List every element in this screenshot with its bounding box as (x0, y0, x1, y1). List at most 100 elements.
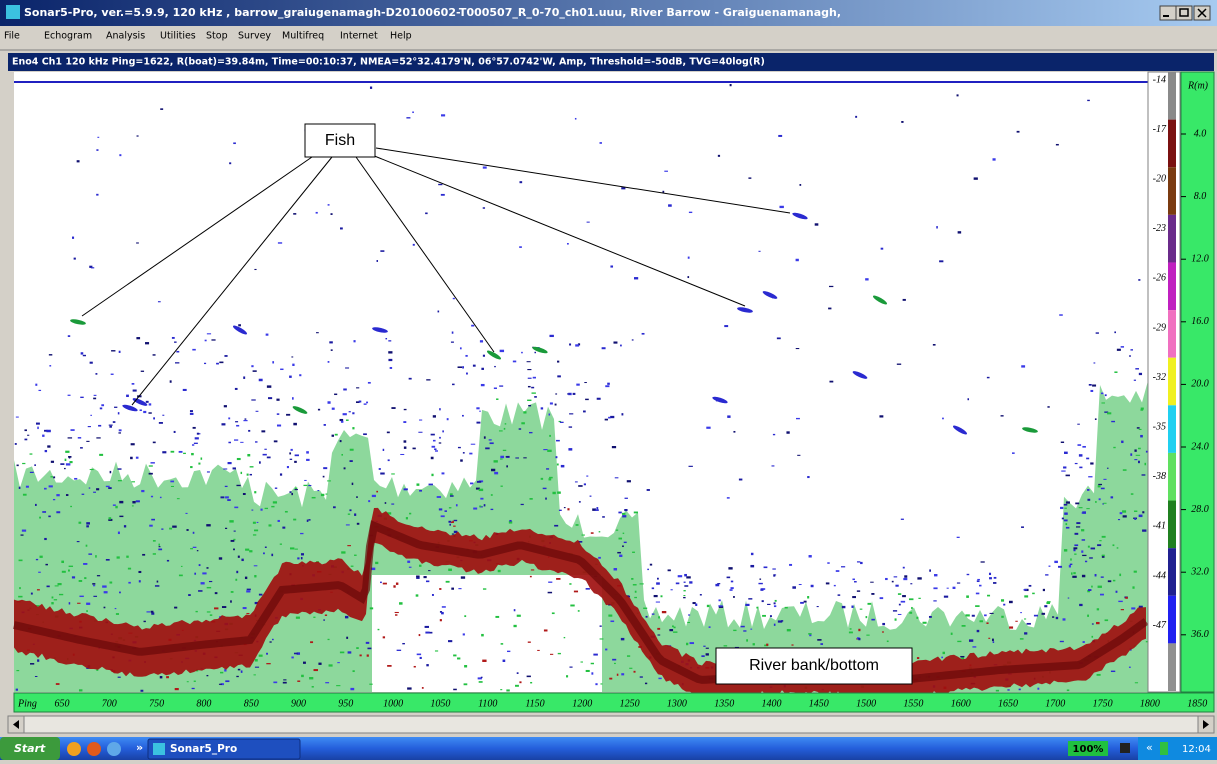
echo-speckle (110, 471, 112, 473)
echo-speckle (57, 583, 61, 585)
echo-speckle (1139, 429, 1142, 430)
ping-tick-label: 1700 (1045, 698, 1065, 709)
echo-speckle (245, 418, 247, 419)
echo-speckle (387, 665, 391, 667)
echo-speckle (391, 407, 395, 409)
echo-speckle (777, 337, 781, 339)
echo-speckle (150, 462, 154, 463)
ping-tick-label: 1550 (903, 698, 923, 709)
echo-speckle (24, 429, 26, 431)
quick-launch-chevron[interactable]: » (136, 741, 143, 754)
minimize-button[interactable] (1160, 6, 1176, 20)
echo-speckle (431, 434, 435, 436)
echo-speckle (452, 331, 454, 333)
echo-speckle (549, 477, 553, 479)
scroll-bar[interactable] (8, 716, 1214, 733)
echo-speckle (555, 456, 557, 458)
menu-item[interactable]: Survey (238, 31, 271, 42)
echo-speckle (796, 259, 799, 261)
task-label: Sonar5_Pro (170, 743, 237, 755)
echo-speckle (160, 108, 163, 110)
echo-speckle (303, 485, 307, 486)
echo-speckle (809, 635, 811, 637)
echo-speckle (903, 578, 907, 580)
echo-speckle (42, 435, 44, 437)
quick-launch-icon[interactable] (107, 742, 121, 756)
echo-speckle (393, 585, 395, 587)
echo-speckle (68, 335, 70, 337)
echo-speckle (34, 464, 36, 466)
echo-speckle (567, 508, 569, 510)
echo-speckle (521, 504, 524, 505)
echo-speckle (255, 659, 258, 661)
echo-speckle (433, 415, 436, 417)
menu-item[interactable]: Stop (206, 31, 228, 42)
echo-speckle (83, 563, 87, 565)
echo-speckle (307, 520, 309, 522)
echo-speckle (1082, 555, 1086, 556)
echo-speckle (1129, 667, 1131, 668)
echo-speckle (774, 624, 776, 626)
echo-speckle (327, 480, 331, 481)
menu-item[interactable]: Utilities (160, 31, 196, 42)
quick-launch-icon[interactable] (67, 742, 81, 756)
echo-speckle (149, 473, 153, 475)
echo-speckle (216, 363, 219, 365)
echo-speckle (501, 486, 503, 487)
echo-speckle (448, 569, 452, 571)
echo-speckle (422, 687, 424, 689)
echo-speckle (556, 578, 560, 580)
menu-item[interactable]: Internet (340, 31, 378, 42)
echo-speckle (348, 651, 352, 653)
echo-speckle (1138, 279, 1140, 281)
quick-launch-icon[interactable] (87, 742, 101, 756)
echo-speckle (815, 223, 819, 225)
echo-speckle (593, 654, 597, 656)
tray-icon[interactable] (1120, 743, 1130, 753)
echo-speckle (1081, 550, 1083, 552)
echo-speckle (581, 661, 583, 662)
echo-speckle (316, 212, 318, 214)
echo-speckle (356, 387, 359, 388)
echo-speckle (94, 395, 97, 396)
echo-speckle (247, 454, 250, 456)
echo-speckle (719, 599, 721, 601)
echo-speckle (395, 612, 399, 613)
echo-speckle (413, 448, 416, 450)
echo-speckle (74, 258, 76, 260)
menu-item[interactable]: Help (390, 31, 412, 42)
echo-speckle (18, 596, 22, 598)
menu-item[interactable]: File (4, 31, 20, 42)
echo-speckle (230, 600, 232, 602)
tray-icon[interactable] (1160, 742, 1168, 755)
echo-speckle (1063, 466, 1066, 468)
echo-speckle (909, 598, 913, 600)
echo-speckle (460, 347, 462, 349)
echo-speckle (727, 577, 731, 579)
menu-item[interactable]: Echogram (44, 31, 92, 42)
menu-item[interactable]: Multifreq (282, 31, 324, 42)
echo-speckle (501, 643, 504, 645)
echo-speckle (746, 639, 748, 641)
echo-speckle (278, 520, 280, 522)
echo-speckle (519, 181, 522, 183)
echo-speckle (934, 574, 937, 576)
echo-speckle (341, 421, 343, 423)
echo-speckle (1100, 594, 1104, 596)
restore-button[interactable] (1176, 6, 1192, 20)
echo-speckle (37, 659, 39, 661)
echo-speckle (51, 461, 54, 463)
ping-tick-label: 1250 (620, 698, 640, 709)
echo-speckle (228, 462, 232, 464)
echo-speckle (947, 588, 949, 589)
echo-speckle (1114, 371, 1117, 373)
tray-chevron[interactable]: « (1146, 741, 1153, 754)
echo-speckle (439, 442, 441, 443)
echo-speckle (1073, 549, 1075, 551)
echo-speckle (591, 663, 594, 664)
echo-speckle (140, 409, 142, 411)
echo-speckle (634, 512, 638, 514)
menu-item[interactable]: Analysis (106, 31, 145, 42)
echo-speckle (364, 403, 367, 404)
echo-speckle (957, 582, 960, 583)
